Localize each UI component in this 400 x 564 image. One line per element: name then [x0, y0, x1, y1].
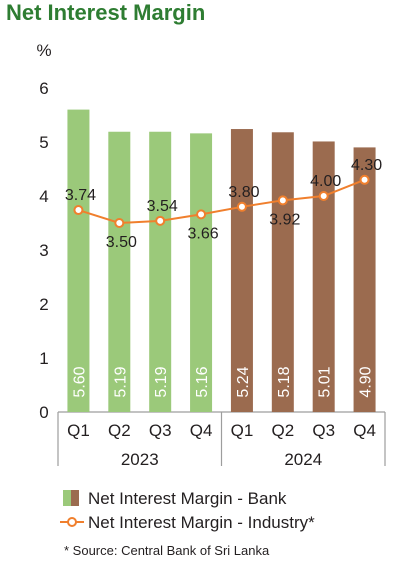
x-tick-label: Q3: [149, 421, 172, 440]
y-tick-label: 3: [39, 241, 48, 260]
bank-nim-bar: [271, 132, 294, 412]
legend-swatch-bank-2024: [71, 490, 79, 506]
industry-nim-value-label: 3.66: [187, 225, 218, 242]
bank-nim-bar: [230, 129, 253, 413]
bank-nim-value-label: 5.19: [112, 366, 129, 397]
industry-nim-value-label: 3.92: [269, 211, 300, 228]
bank-nim-bar: [353, 147, 376, 412]
y-tick-label: 5: [39, 133, 48, 152]
industry-nim-line: [78, 178, 365, 225]
y-tick-label: 2: [39, 295, 48, 314]
y-tick-label: 1: [39, 349, 48, 368]
chart-title: Net Interest Margin: [6, 0, 206, 25]
industry-nim-value-label: 4.00: [310, 173, 341, 190]
industry-nim-point: [155, 215, 166, 226]
x-tick-label: Q4: [190, 421, 213, 440]
bank-nim-value-label: 5.16: [194, 366, 211, 397]
x-tick-label: Q2: [108, 421, 131, 440]
bank-nim-value-label: 5.60: [71, 366, 88, 397]
x-group-label: 2023: [121, 450, 159, 469]
industry-nim-point: [196, 209, 207, 220]
industry-nim-value-label: 4.30: [351, 157, 382, 174]
legend-label-industry: Net Interest Margin - Industry*: [88, 513, 315, 532]
bank-nim-value-label: 5.18: [276, 366, 293, 397]
x-tick-label: Q1: [231, 421, 254, 440]
industry-nim-point: [277, 195, 288, 206]
industry-nim-point: [318, 191, 329, 201]
bank-nim-value-label: 4.90: [358, 366, 375, 397]
industry-nim-value-label: 3.50: [106, 234, 137, 251]
y-tick-label: 4: [39, 187, 48, 206]
bank-nim-value-label: 5.19: [153, 366, 170, 397]
x-tick-label: Q1: [67, 421, 90, 440]
x-tick-label: Q3: [312, 421, 335, 440]
bank-nim-bar: [108, 131, 131, 413]
bank-nim-bar: [149, 131, 172, 413]
bank-nim-bar: [312, 141, 335, 412]
y-axis-unit-label: %: [36, 41, 51, 60]
x-tick-label: Q4: [353, 421, 376, 440]
industry-nim-point: [236, 201, 247, 212]
legend-label-bank: Net Interest Margin - Bank: [88, 489, 287, 508]
industry-nim-point: [359, 174, 370, 185]
bank-nim-bar: [67, 109, 90, 412]
industry-nim-point: [114, 218, 125, 228]
industry-nim-point: [73, 205, 84, 216]
y-tick-label: 0: [39, 403, 48, 422]
bank-nim-value-label: 5.01: [317, 366, 334, 397]
industry-nim-value-label: 3.80: [228, 184, 259, 201]
x-tick-label: Q2: [271, 421, 294, 440]
bank-nim-value-label: 5.24: [235, 366, 252, 397]
bank-nim-bar: [190, 133, 213, 413]
y-tick-label: 6: [39, 79, 48, 98]
legend-swatch-industry-marker: [67, 517, 77, 527]
x-group-label: 2024: [284, 450, 322, 469]
industry-nim-value-label: 3.54: [147, 198, 178, 215]
legend-swatch-bank-2023: [63, 490, 71, 506]
source-note: * Source: Central Bank of Sri Lanka: [64, 543, 270, 558]
industry-nim-value-label: 3.74: [65, 187, 96, 204]
